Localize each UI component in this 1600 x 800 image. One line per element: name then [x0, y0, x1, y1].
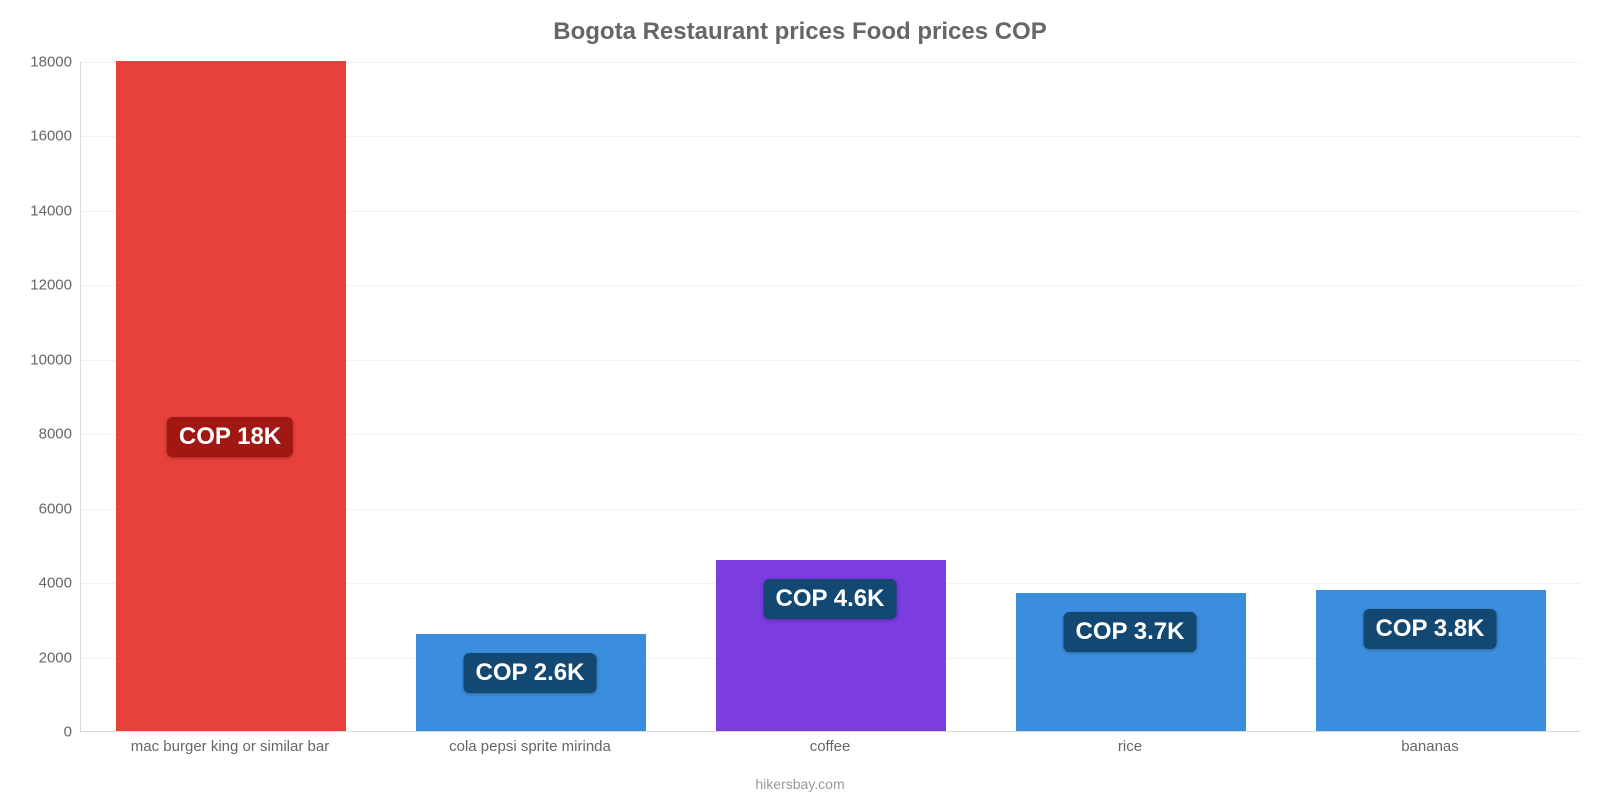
bar-value-label: COP 3.8K	[1364, 609, 1497, 649]
source-text: hikersbay.com	[0, 776, 1600, 792]
x-tick-label: cola pepsi sprite mirinda	[449, 738, 611, 755]
price-chart: Bogota Restaurant prices Food prices COP…	[0, 0, 1600, 800]
y-tick-label: 4000	[2, 575, 72, 592]
y-tick-label: 6000	[2, 500, 72, 517]
bar-value-label: COP 2.6K	[464, 653, 597, 693]
chart-title: Bogota Restaurant prices Food prices COP	[0, 18, 1600, 46]
y-tick-label: 16000	[2, 128, 72, 145]
bar-value-label: COP 3.7K	[1064, 612, 1197, 652]
y-tick-label: 8000	[2, 426, 72, 443]
bar-value-label: COP 4.6K	[764, 579, 897, 619]
x-tick-label: mac burger king or similar bar	[131, 738, 329, 755]
y-tick-label: 0	[2, 724, 72, 741]
y-tick-label: 2000	[2, 649, 72, 666]
bar-value-label: COP 18K	[167, 417, 293, 457]
x-tick-label: coffee	[810, 738, 851, 755]
y-tick-label: 18000	[2, 54, 72, 71]
y-tick-label: 12000	[2, 277, 72, 294]
bar	[116, 61, 346, 731]
y-tick-label: 14000	[2, 202, 72, 219]
y-tick-label: 10000	[2, 351, 72, 368]
x-tick-label: rice	[1118, 738, 1142, 755]
plot-area	[80, 62, 1580, 732]
x-tick-label: bananas	[1401, 738, 1459, 755]
